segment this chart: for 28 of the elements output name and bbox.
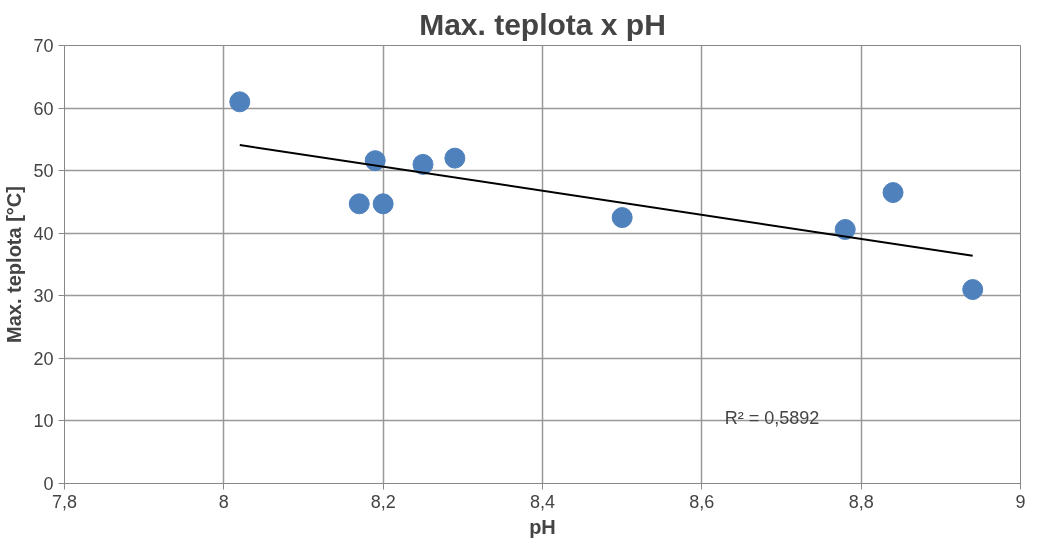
point: [882, 182, 904, 204]
x-tick-label: 8,6: [689, 491, 715, 512]
y-tick-label: 10: [33, 411, 54, 432]
point: [229, 91, 251, 113]
x-axis-title: pH: [529, 515, 556, 538]
annotation: R² = 0,5892: [724, 407, 820, 428]
y-tick-label: 60: [33, 98, 54, 119]
point: [444, 147, 466, 169]
x-tick-label: 8,2: [370, 491, 396, 512]
y-tick-label: 70: [33, 36, 54, 56]
x-tick-label: 7,8: [51, 491, 78, 512]
chart-title: Max. teplota x pH: [419, 7, 666, 41]
y-tick-label: 40: [33, 223, 54, 244]
point: [962, 279, 984, 301]
x-tick-label: 8: [218, 491, 229, 512]
point: [412, 153, 434, 175]
y-tick-label: 30: [33, 286, 54, 307]
y-tick-label: 20: [33, 348, 54, 369]
x-tick-label: 8,8: [848, 491, 874, 512]
point: [348, 193, 370, 215]
x-tick-label: 9: [1015, 491, 1026, 512]
x-tick-label: 8,4: [529, 491, 556, 512]
point: [611, 207, 633, 229]
y-tick-label: 0: [43, 474, 54, 494]
y-tick-label: 50: [33, 161, 54, 182]
point: [834, 218, 856, 240]
point: [372, 193, 394, 215]
y-axis-title: Max. teplota [°C]: [3, 186, 26, 343]
